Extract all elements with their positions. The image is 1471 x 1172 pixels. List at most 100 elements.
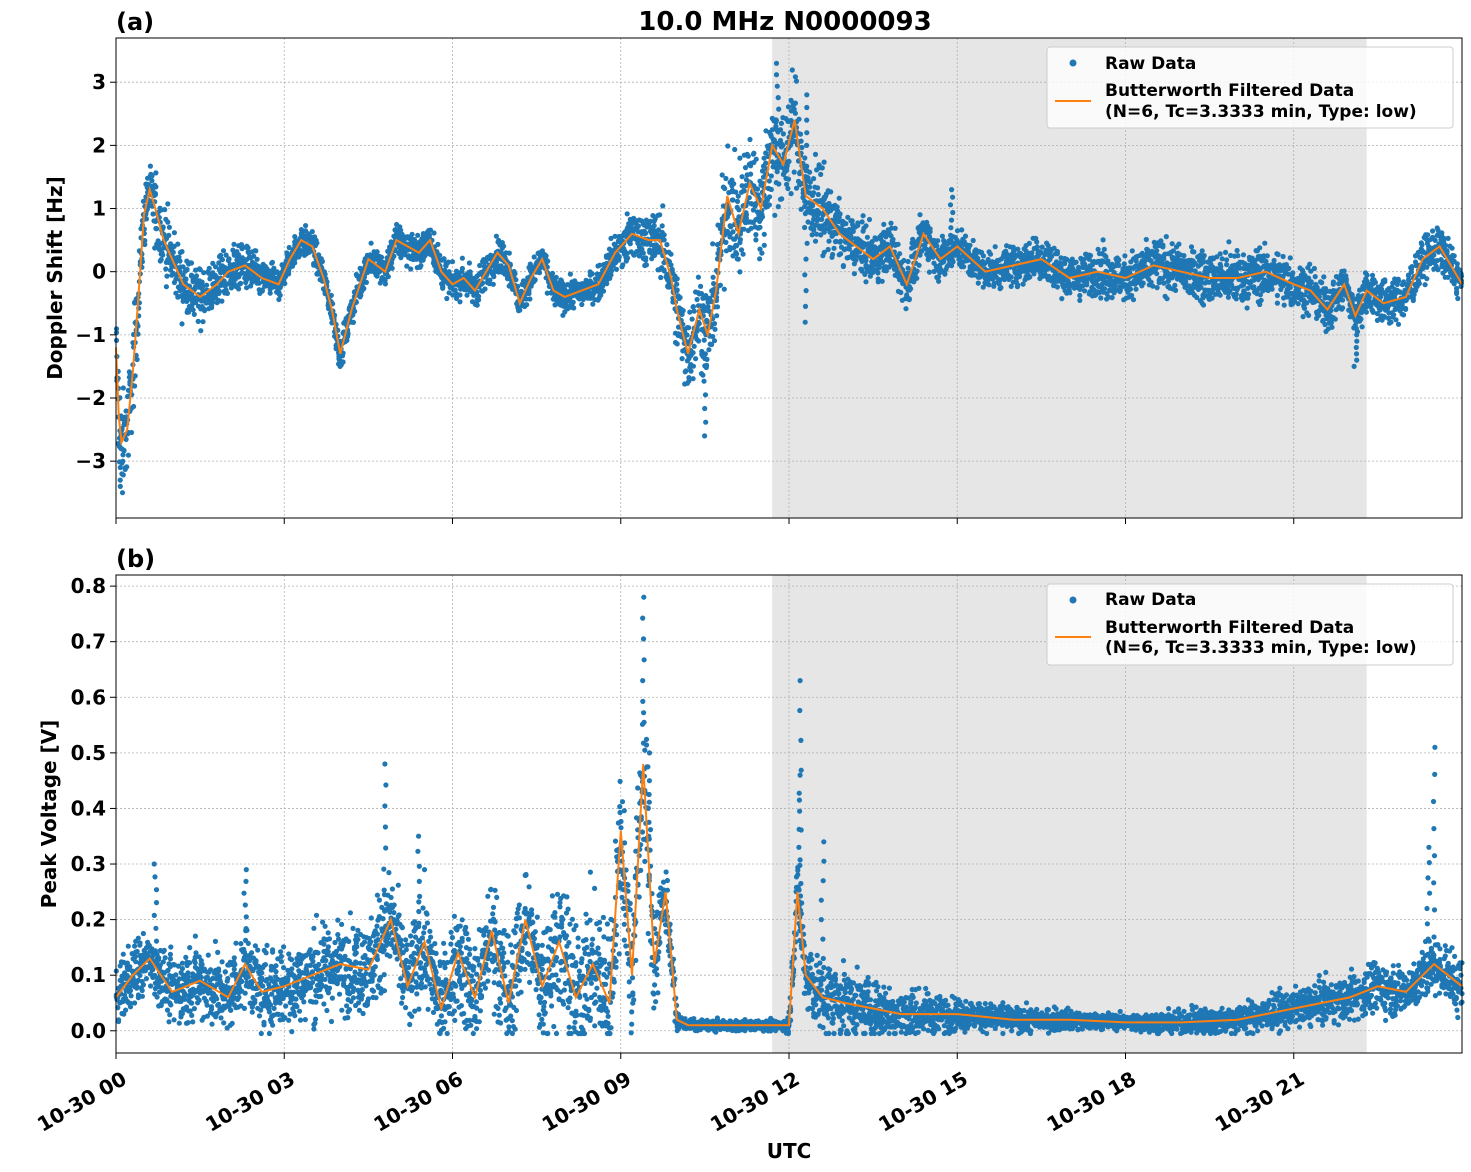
raw-data-point xyxy=(843,221,849,227)
raw-data-point xyxy=(1262,240,1268,246)
raw-data-point xyxy=(768,173,774,179)
raw-data-point xyxy=(1067,290,1073,296)
raw-data-point xyxy=(1319,280,1325,286)
raw-data-point xyxy=(987,251,994,257)
raw-data-point xyxy=(188,273,195,279)
raw-data-point xyxy=(741,188,747,194)
raw-data-point xyxy=(998,285,1004,291)
raw-data-point xyxy=(643,257,649,263)
raw-data-point xyxy=(600,288,607,294)
raw-data-point xyxy=(807,184,813,190)
raw-data-point xyxy=(350,319,356,325)
raw-data-point xyxy=(184,266,190,273)
raw-data-point xyxy=(736,207,742,213)
raw-data-point xyxy=(549,270,556,276)
raw-data-point xyxy=(766,178,773,184)
raw-data-point xyxy=(916,262,922,268)
raw-data-point xyxy=(132,373,138,379)
raw-data-point xyxy=(967,242,973,248)
raw-data-point xyxy=(567,271,574,277)
raw-data-point xyxy=(721,286,727,292)
raw-data-point xyxy=(714,313,720,319)
raw-data-point xyxy=(467,269,473,275)
raw-data-point xyxy=(1246,291,1252,297)
raw-data-point xyxy=(821,159,827,165)
raw-data-point xyxy=(992,244,998,250)
raw-data-point xyxy=(1233,291,1239,297)
raw-data-point xyxy=(170,249,176,255)
raw-data-point xyxy=(1330,279,1336,285)
raw-data-point xyxy=(961,264,967,270)
raw-data-point xyxy=(378,254,385,260)
raw-data-point xyxy=(706,347,712,353)
raw-data-point xyxy=(1008,274,1014,280)
raw-data-point xyxy=(859,219,865,225)
raw-data-point xyxy=(1264,253,1270,259)
raw-data-point xyxy=(201,270,207,276)
raw-data-point xyxy=(751,150,757,156)
figure-title: 10.0 MHz N0000093 xyxy=(638,7,931,37)
raw-data-point xyxy=(731,181,737,187)
raw-data-point xyxy=(1059,296,1065,302)
panel-a-raw-series xyxy=(113,60,1465,496)
raw-data-point xyxy=(245,245,251,251)
raw-data-point xyxy=(163,266,169,272)
raw-data-point xyxy=(1176,241,1182,247)
raw-data-point xyxy=(322,271,328,277)
raw-data-point xyxy=(661,232,667,238)
raw-data-point xyxy=(385,274,391,280)
raw-data-point xyxy=(796,116,802,122)
raw-data-point xyxy=(374,249,380,255)
raw-data-point xyxy=(658,274,664,281)
raw-data-point xyxy=(501,243,507,249)
raw-data-point xyxy=(1073,259,1079,265)
raw-data-point xyxy=(696,321,702,327)
raw-data-point xyxy=(186,309,192,315)
raw-data-point xyxy=(216,288,223,295)
raw-data-point xyxy=(1087,253,1094,259)
raw-data-point xyxy=(711,338,718,344)
raw-data-point xyxy=(1130,297,1137,303)
raw-data-point xyxy=(506,250,512,256)
raw-data-point xyxy=(482,286,488,292)
raw-data-point xyxy=(863,223,869,229)
raw-data-point xyxy=(216,260,222,266)
raw-data-point xyxy=(745,153,751,159)
raw-data-point xyxy=(975,280,981,286)
raw-data-point xyxy=(730,229,736,235)
raw-data-point xyxy=(147,163,153,169)
raw-data-point xyxy=(711,321,718,327)
raw-data-point xyxy=(616,254,622,260)
raw-data-point xyxy=(691,343,697,349)
raw-data-point xyxy=(545,258,551,264)
raw-data-point xyxy=(743,212,750,218)
raw-data-point xyxy=(970,237,976,244)
raw-data-point xyxy=(734,198,741,204)
raw-data-point xyxy=(1129,248,1135,254)
raw-data-point xyxy=(524,302,530,308)
raw-data-point xyxy=(1235,253,1241,259)
raw-data-point xyxy=(282,280,288,287)
raw-data-point xyxy=(142,238,148,244)
raw-data-point xyxy=(826,238,832,244)
raw-data-point xyxy=(831,245,837,251)
raw-data-point xyxy=(903,306,909,312)
raw-data-point xyxy=(620,262,626,268)
raw-data-point xyxy=(734,251,740,257)
raw-data-point xyxy=(819,165,825,171)
raw-data-point xyxy=(674,276,680,282)
raw-data-point xyxy=(660,203,666,209)
raw-data-point xyxy=(191,311,197,317)
raw-data-point xyxy=(741,226,747,232)
raw-data-point xyxy=(811,190,817,196)
raw-data-point xyxy=(238,280,244,286)
raw-data-point xyxy=(228,285,234,291)
raw-data-point xyxy=(123,408,129,414)
raw-data-point xyxy=(1154,285,1160,291)
raw-data-point xyxy=(863,279,869,285)
raw-data-point xyxy=(153,170,159,176)
raw-data-point xyxy=(908,286,914,292)
raw-data-point xyxy=(890,236,896,242)
raw-data-point xyxy=(269,259,275,265)
raw-data-point xyxy=(1122,253,1128,259)
